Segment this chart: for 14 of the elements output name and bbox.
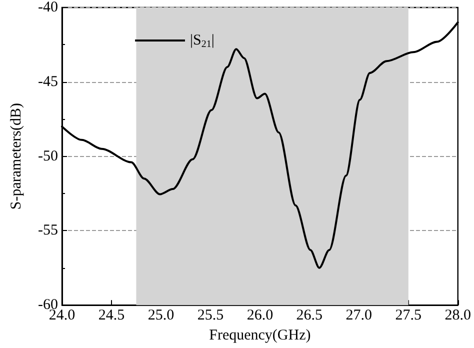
- y-tick-label: -50: [38, 148, 58, 164]
- y-tick-label: -55: [38, 222, 58, 239]
- x-axis-title: Frequency(GHz): [209, 328, 311, 344]
- x-tick-label: 27.0: [346, 308, 372, 324]
- y-tick-label: -40: [38, 0, 58, 16]
- x-tick-label: 25.5: [197, 308, 224, 324]
- x-tick-label: 26.5: [296, 308, 323, 324]
- x-tick-label: 28.0: [444, 308, 471, 324]
- x-tick-label: 24.5: [98, 308, 125, 324]
- x-tick-label: 27.5: [395, 308, 422, 324]
- x-tick-label: 26.0: [246, 308, 274, 324]
- y-axis-title: S-parameters(dB): [8, 102, 24, 210]
- x-tick-label: 25.0: [148, 308, 174, 324]
- y-tick-label: -45: [38, 74, 58, 90]
